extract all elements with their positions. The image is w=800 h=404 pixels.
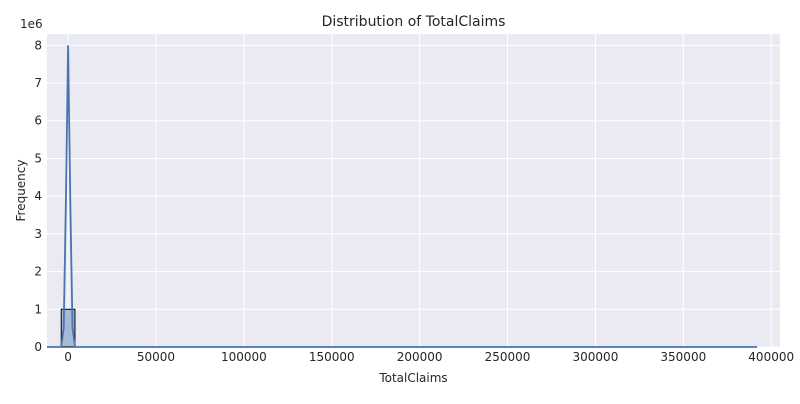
y-tick-label: 0 bbox=[34, 340, 42, 354]
x-gridlines bbox=[67, 34, 772, 347]
y-tick-label: 7 bbox=[34, 76, 42, 90]
y-tick-label: 4 bbox=[34, 189, 42, 203]
x-tick-label: 100000 bbox=[221, 350, 267, 364]
x-tick-label: 350000 bbox=[660, 350, 706, 364]
y-tick-labels: 0 1 2 3 4 5 6 7 8 bbox=[34, 38, 42, 354]
x-tick-labels: 0 50000 100000 150000 200000 250000 300000 3500… bbox=[64, 350, 794, 364]
y-tick-label: 8 bbox=[34, 38, 42, 52]
chart-title: Distribution of TotalClaims bbox=[322, 14, 506, 30]
x-axis-label: TotalClaims bbox=[378, 371, 447, 385]
y-tick-label: 1 bbox=[34, 302, 42, 316]
kde-line bbox=[47, 45, 758, 348]
x-tick-label: 0 bbox=[64, 350, 72, 364]
y-tick-label: 2 bbox=[34, 265, 42, 279]
x-tick-label: 250000 bbox=[485, 350, 531, 364]
x-tick-label: 150000 bbox=[309, 350, 355, 364]
y-axis-label: Frequency bbox=[14, 160, 28, 222]
y-tick-label: 6 bbox=[34, 114, 42, 128]
x-tick-label: 400000 bbox=[748, 350, 794, 364]
y-offset-label: 1e6 bbox=[20, 17, 43, 31]
x-tick-label: 50000 bbox=[137, 350, 175, 364]
y-tick-label: 3 bbox=[34, 227, 42, 241]
plot-background bbox=[47, 34, 780, 347]
y-tick-label: 5 bbox=[34, 151, 42, 165]
x-tick-label: 200000 bbox=[397, 350, 443, 364]
x-tick-label: 300000 bbox=[573, 350, 619, 364]
